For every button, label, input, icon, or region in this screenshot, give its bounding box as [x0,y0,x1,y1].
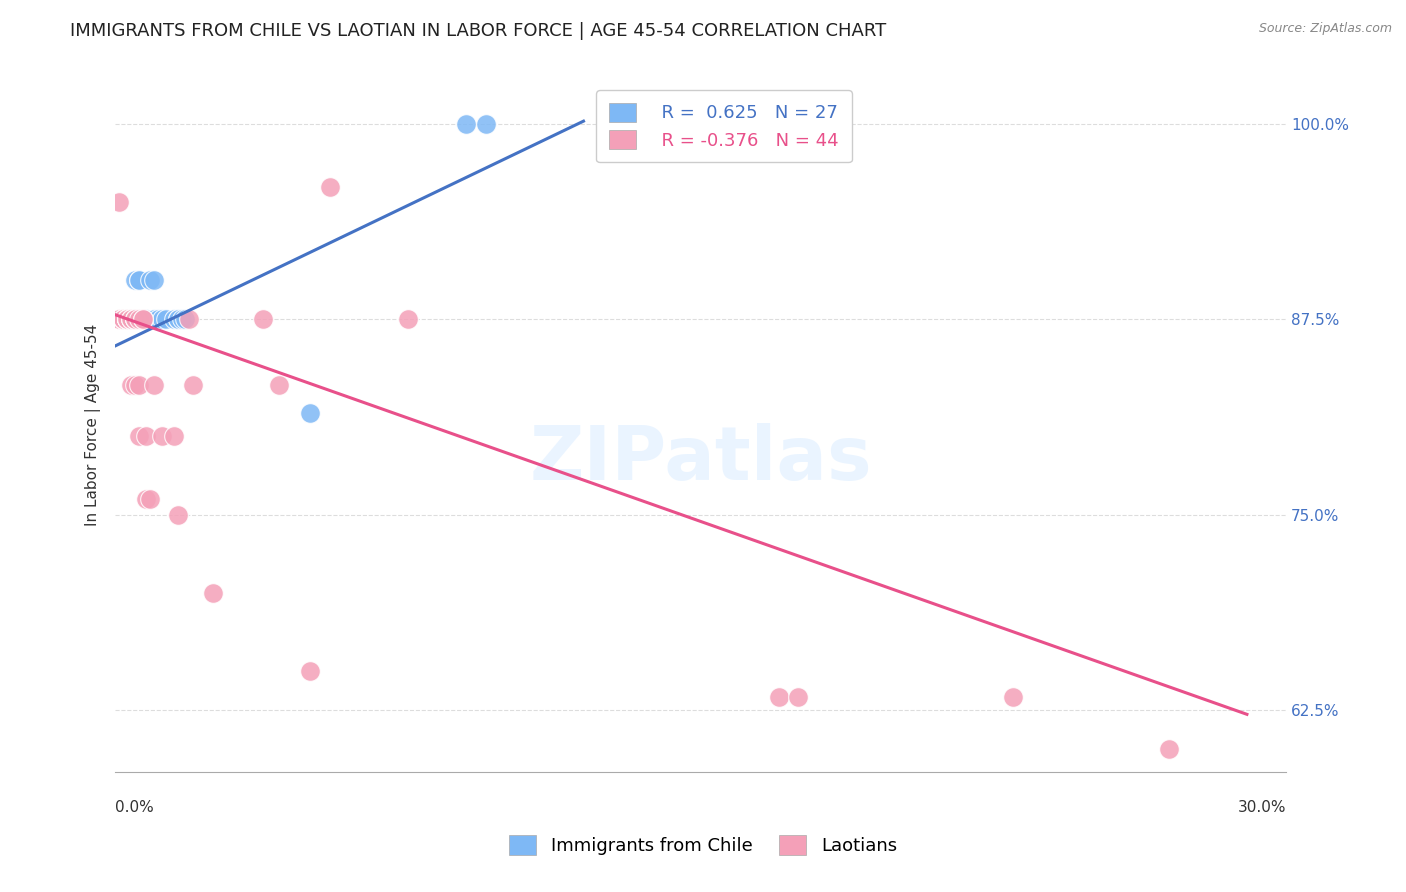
Point [120,312,142,326]
Point [146,312,169,326]
Point [131,312,153,326]
Point [115,312,138,326]
Point [1001,690,1024,705]
Point [128,273,150,287]
Text: 30.0%: 30.0% [1237,800,1286,815]
Point [111,312,134,326]
Point [128,312,150,326]
Point [1157,741,1180,756]
Point [163,312,186,326]
Point [269,378,291,392]
Point [396,312,419,326]
Point [131,312,153,326]
Point [120,312,142,326]
Point [170,312,193,326]
Point [120,312,142,326]
Point [131,312,153,326]
Point [201,585,224,599]
Point [124,378,146,392]
Point [120,312,142,326]
Point [475,117,498,131]
Point [143,378,166,392]
Point [135,429,157,443]
Point [299,664,322,678]
Point [139,273,162,287]
Point [139,491,162,506]
Text: 0.0%: 0.0% [115,800,153,815]
Point [128,273,150,287]
Point [166,312,188,326]
Point [163,429,186,443]
Point [124,273,146,287]
Point [120,378,142,392]
Legend: Immigrants from Chile, Laotians: Immigrants from Chile, Laotians [495,821,911,870]
Point [120,312,142,326]
Point [108,312,131,326]
Point [150,312,173,326]
Legend:   R =  0.625   N = 27,   R = -0.376   N = 44: R = 0.625 N = 27, R = -0.376 N = 44 [596,90,852,162]
Point [124,312,146,326]
Text: IMMIGRANTS FROM CHILE VS LAOTIAN IN LABOR FORCE | AGE 45-54 CORRELATION CHART: IMMIGRANTS FROM CHILE VS LAOTIAN IN LABO… [70,22,887,40]
Point [150,429,173,443]
Point [768,690,790,705]
Point [143,273,166,287]
Point [131,312,153,326]
Point [181,378,204,392]
Text: Source: ZipAtlas.com: Source: ZipAtlas.com [1258,22,1392,36]
Point [108,312,131,326]
Point [111,312,134,326]
Point [124,312,146,326]
Point [124,312,146,326]
Point [115,312,138,326]
Point [166,312,188,326]
Point [155,312,177,326]
Point [135,312,157,326]
Point [128,312,150,326]
Point [179,312,201,326]
Point [299,406,322,420]
Point [456,117,478,131]
Point [166,508,188,522]
Point [787,690,810,705]
Point [111,312,134,326]
Y-axis label: In Labor Force | Age 45-54: In Labor Force | Age 45-54 [86,324,101,526]
Point [131,312,153,326]
Point [174,312,197,326]
Point [128,378,150,392]
Point [111,312,134,326]
Point [115,312,138,326]
Point [135,312,157,326]
Point [111,312,134,326]
Point [135,491,157,506]
Point [115,312,138,326]
Point [108,195,131,210]
Point [120,312,142,326]
Point [252,312,274,326]
Point [143,312,166,326]
Point [319,179,342,194]
Point [115,312,138,326]
Text: ZIPatlas: ZIPatlas [529,423,872,496]
Point [128,429,150,443]
